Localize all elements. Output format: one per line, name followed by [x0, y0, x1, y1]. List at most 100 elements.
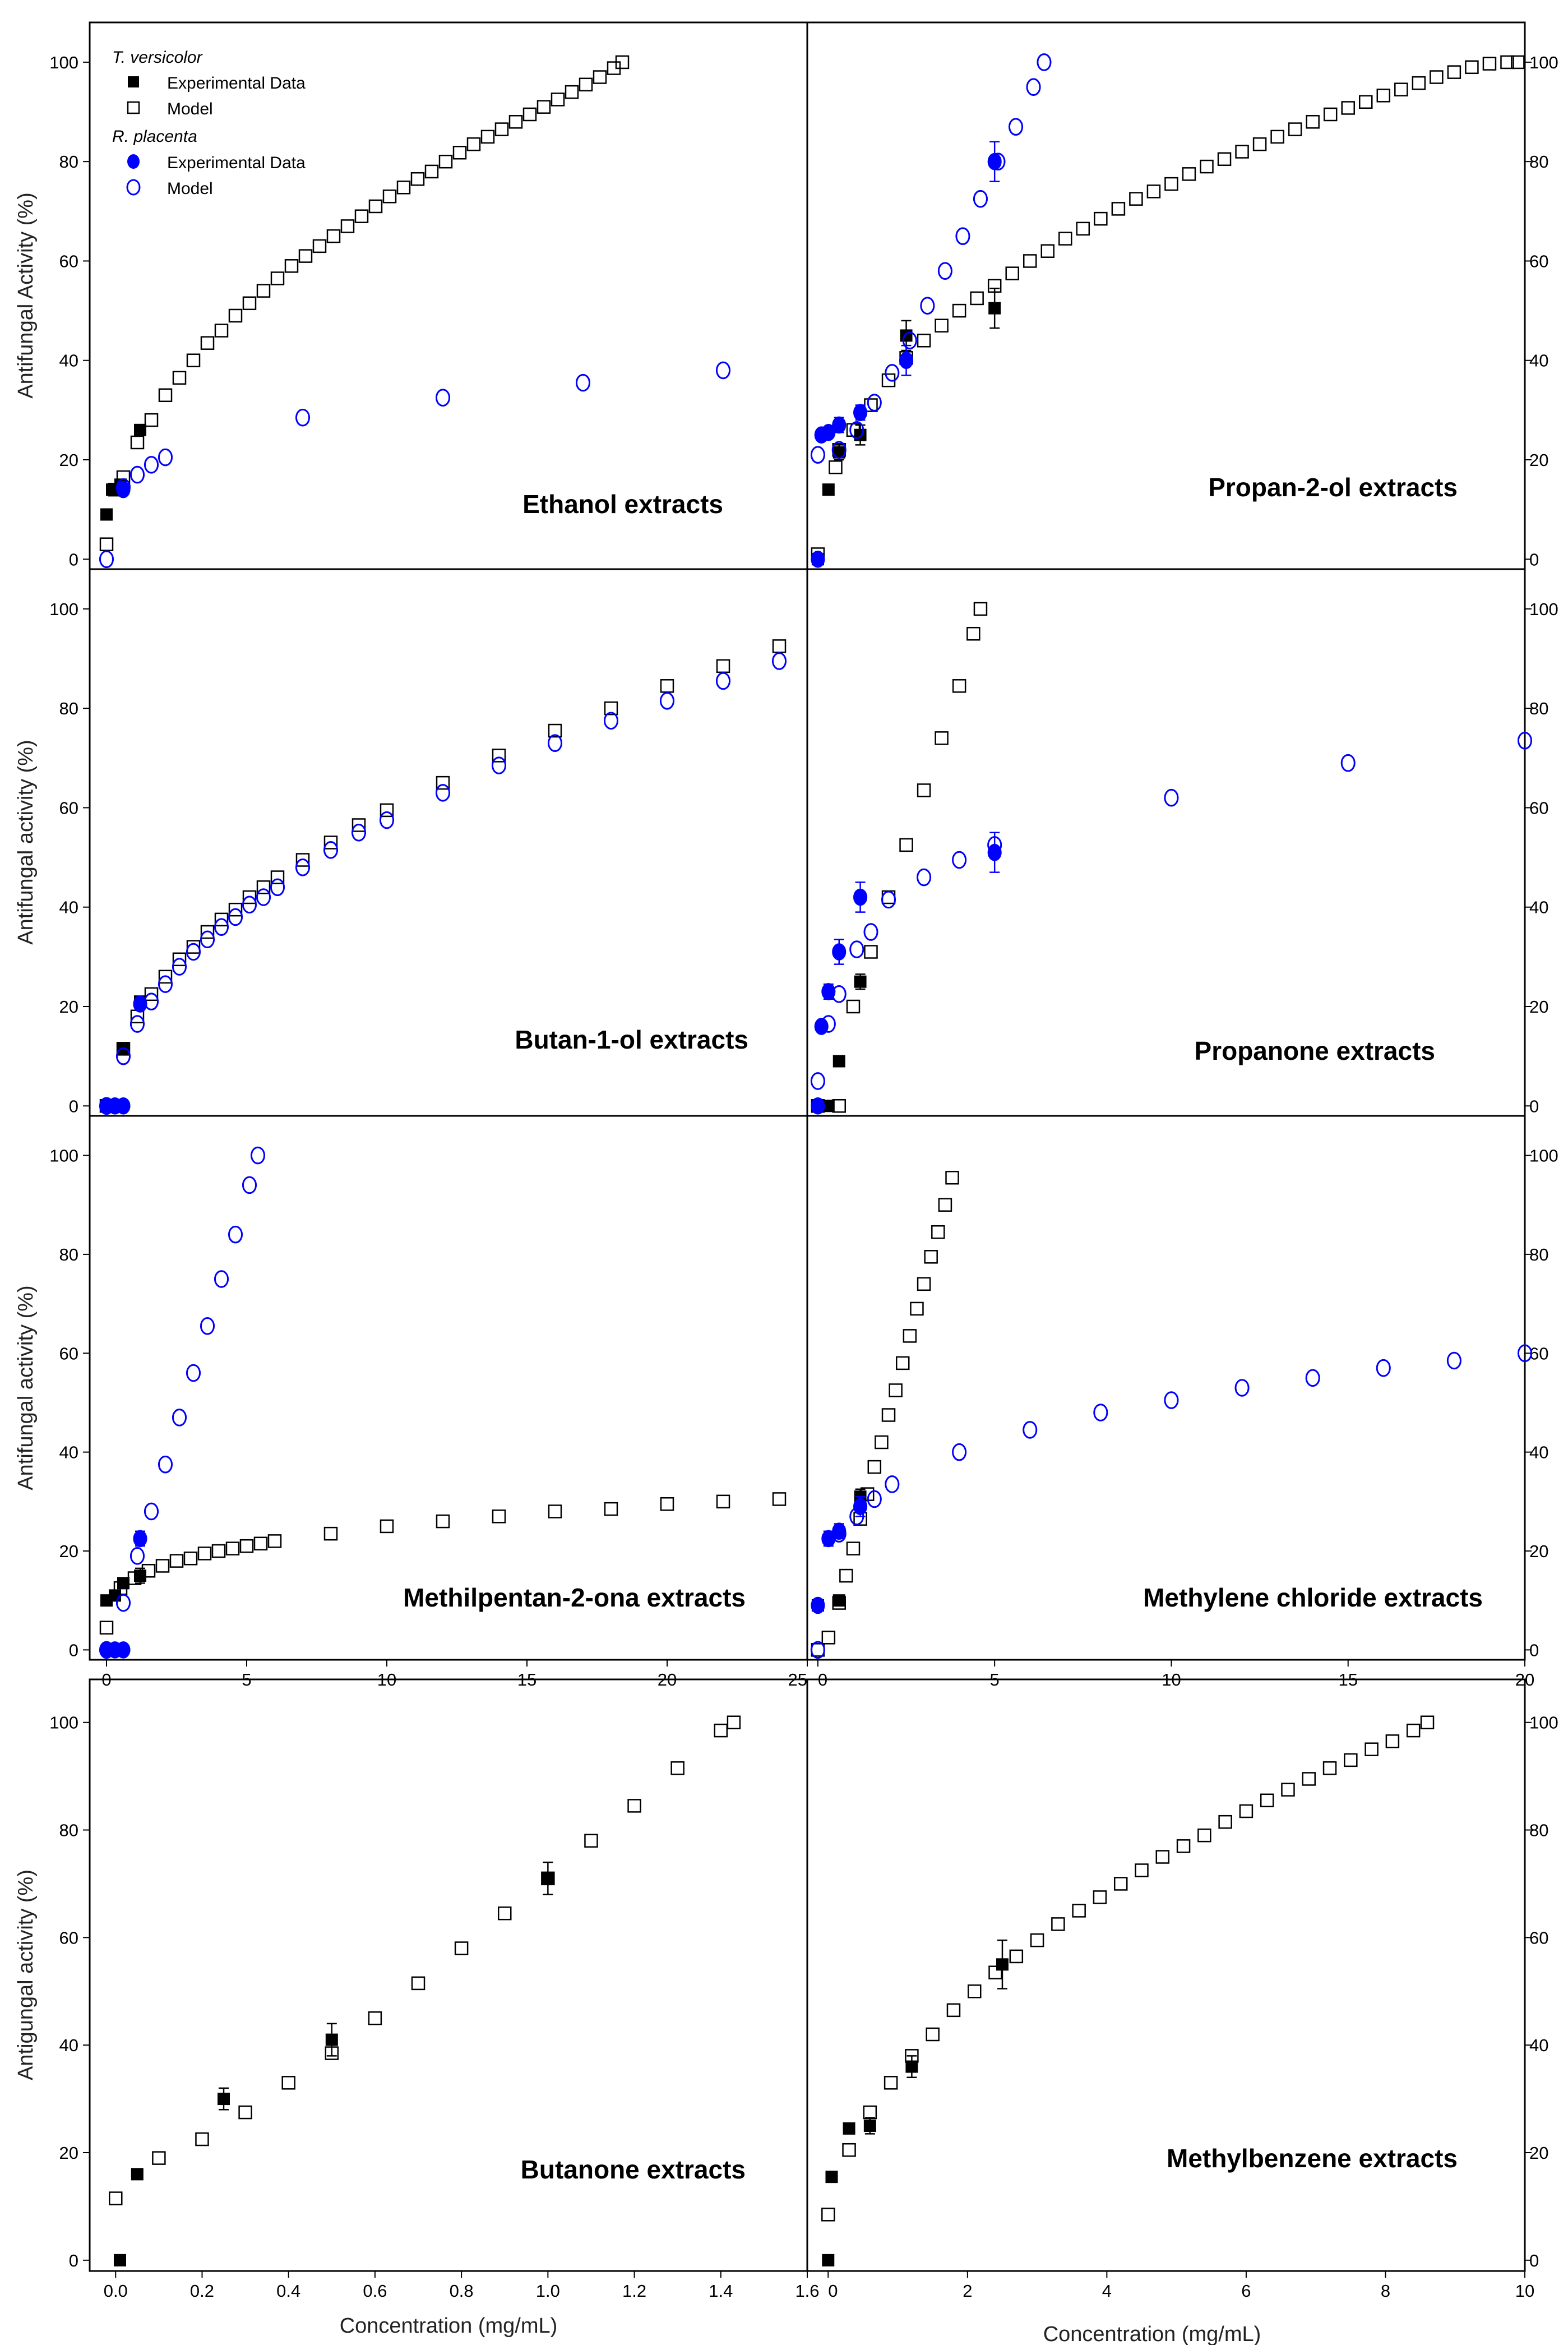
model-point: [670, 1761, 684, 1775]
data-point: [825, 2171, 838, 2184]
model-point: [917, 868, 932, 887]
panel-2: 0 20 40 60 80 100 Butan-1-ol extracts: [49, 568, 808, 1117]
legend-marker-exp: [128, 76, 139, 87]
model-point: [926, 2027, 940, 2042]
model-point: [1270, 130, 1284, 144]
series-3: [99, 652, 787, 1115]
model-point: [172, 958, 187, 976]
model-point: [129, 465, 145, 484]
x-tick-label: 0.2: [190, 2281, 214, 2301]
model-point: [115, 478, 131, 496]
model-point: [295, 408, 311, 427]
data-point: [853, 404, 868, 422]
data-point: [853, 1498, 868, 1515]
data-point: [900, 329, 913, 342]
model-point: [714, 1723, 728, 1738]
y-tick-label: 0: [69, 2251, 78, 2270]
model-point: [1218, 1815, 1232, 1829]
legend-label: Experimental Data: [167, 74, 306, 93]
model-point: [214, 912, 229, 927]
series-3: [810, 53, 1052, 464]
panel-title: Methilpentan-2-ona extracts: [403, 1583, 746, 1612]
model-point: [970, 291, 984, 306]
model-point: [382, 189, 397, 204]
model-point: [991, 153, 1006, 170]
model-point: [200, 1317, 215, 1335]
model-point: [522, 107, 537, 122]
model-point: [1197, 1828, 1211, 1843]
model-point: [1155, 1850, 1170, 1864]
series-1: [99, 639, 787, 1113]
x-tick-label: 4: [1102, 2281, 1112, 2301]
model-point: [270, 878, 285, 897]
x-tick-label: 8: [1381, 2281, 1390, 2301]
model-point: [323, 835, 338, 850]
model-point: [152, 2151, 166, 2165]
model-point: [295, 853, 310, 867]
model-point: [424, 164, 439, 179]
data-point: [822, 483, 835, 496]
model-point: [436, 775, 450, 790]
panel-frame: [89, 1115, 808, 1661]
y-tick-label: 0: [69, 1096, 78, 1116]
model-point: [1146, 184, 1161, 199]
y-axis-label: Antifungal Activity (%): [14, 192, 38, 398]
panel-7: 0 20 40 60 80 100 0 2 4 6 8 10 Methylbenzene extract…: [806, 1678, 1558, 2301]
x-tick-label: 1.6: [795, 2281, 819, 2301]
model-point: [99, 1097, 114, 1115]
x-tick-label: 0: [828, 2281, 838, 2301]
model-point: [1323, 107, 1338, 122]
y-tick-label: 40: [1529, 898, 1548, 917]
x-tick-label: 1.4: [709, 2281, 733, 2301]
model-point: [158, 975, 173, 993]
model-point: [973, 190, 988, 208]
y-tick-label: 100: [49, 53, 78, 72]
model-point: [354, 209, 369, 223]
model-point: [270, 870, 285, 884]
y-axis-label: Antifungal activity (%): [14, 740, 38, 944]
model-point: [295, 858, 311, 876]
data-point: [987, 153, 1002, 170]
model-point: [660, 679, 674, 693]
model-point: [435, 389, 451, 407]
model-point: [144, 987, 159, 1001]
model-point: [946, 2003, 961, 2018]
model-point: [905, 2049, 919, 2063]
model-point: [863, 923, 878, 941]
series-3: [99, 361, 731, 569]
model-point: [917, 1277, 931, 1291]
model-point: [988, 1965, 1002, 1979]
y-tick-label: 20: [59, 450, 78, 470]
model-point: [579, 77, 593, 92]
model-point: [99, 537, 114, 551]
model-point: [1217, 152, 1232, 166]
model-point: [771, 652, 787, 670]
y-tick-label: 0: [1529, 1096, 1539, 1116]
model-point: [256, 888, 271, 906]
model-point: [186, 353, 201, 367]
panel-6: 0 20 40 60 80 100 0.0 0.2 0.4 0.6 0.8 1.0 1.2 1.4 1.6 B…: [49, 1678, 820, 2301]
model-point: [987, 836, 1002, 854]
model-point: [200, 930, 215, 949]
model-point: [228, 902, 243, 917]
model-point: [115, 1594, 131, 1612]
model-point: [547, 734, 563, 753]
model-point: [884, 2076, 898, 2090]
y-tick-label: 0: [1529, 2251, 1539, 2270]
model-point: [380, 803, 394, 818]
model-point: [186, 1364, 201, 1382]
model-point: [917, 783, 931, 797]
legend: T. versicolor Experimental Data Model R. pl…: [112, 48, 306, 198]
data-point: [822, 1100, 835, 1113]
model-point: [1359, 95, 1373, 109]
model-point: [1517, 1344, 1533, 1363]
model-point: [1341, 101, 1355, 115]
model-point: [1288, 122, 1302, 136]
model-point: [863, 2105, 877, 2120]
model-point: [1376, 1359, 1391, 1377]
model-point: [253, 1536, 268, 1551]
model-point: [604, 701, 618, 715]
y-tick-label: 60: [1529, 1928, 1548, 1947]
model-point: [551, 93, 565, 107]
model-point: [228, 308, 243, 323]
